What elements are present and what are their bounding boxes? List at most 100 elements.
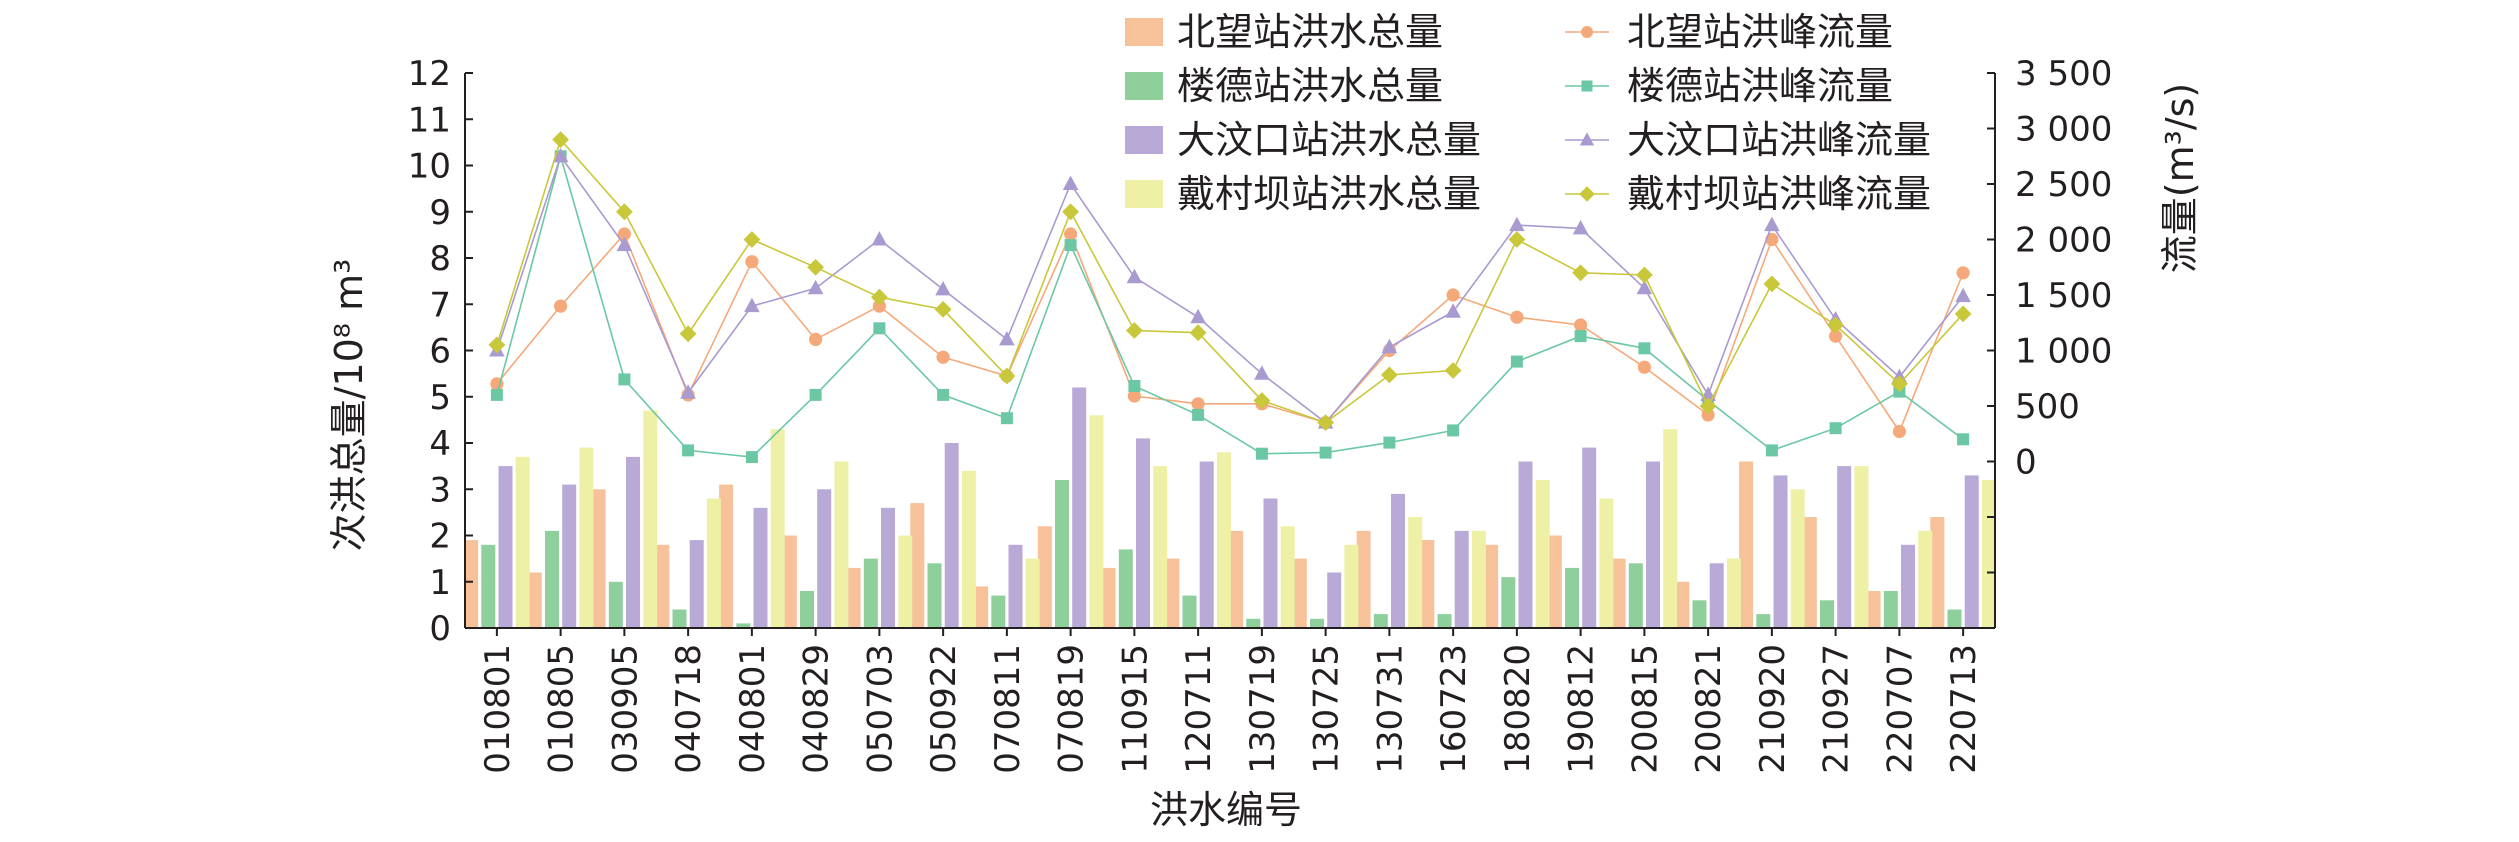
x-axis-ticks: 010801 010805 030905 040718 040801 040829 0507… <box>478 628 1984 774</box>
point-marker <box>1829 329 1843 343</box>
point-marker <box>552 147 569 163</box>
bar <box>834 461 849 628</box>
right-tick-label: 2 000 <box>2015 221 2112 261</box>
bar <box>1280 526 1295 629</box>
point-marker <box>1127 389 1141 403</box>
bar <box>1089 415 1104 629</box>
point-marker <box>1126 322 1143 339</box>
bars <box>464 387 1996 629</box>
point-marker <box>1445 303 1461 318</box>
x-tick-label: 160723 <box>1434 644 1474 774</box>
point-marker <box>999 331 1015 346</box>
point-marker <box>743 231 761 248</box>
point-marker <box>1580 25 1594 39</box>
bar <box>1628 563 1643 629</box>
bar <box>944 443 959 628</box>
bar <box>1947 609 1962 628</box>
bar <box>1518 461 1533 628</box>
legend-label: 楼德站洪水总量 <box>1177 64 1443 108</box>
point-marker <box>807 279 824 295</box>
point-marker <box>936 350 950 364</box>
right-tick-label: 500 <box>2015 387 2080 427</box>
x-tick-label: 190812 <box>1562 644 1602 774</box>
point-marker <box>1510 310 1524 324</box>
point-marker <box>809 388 822 401</box>
point-marker <box>872 299 887 313</box>
point-marker <box>1701 408 1715 422</box>
point-marker <box>1765 444 1778 457</box>
point-marker <box>1765 232 1779 247</box>
bar <box>562 484 577 628</box>
bar <box>1101 567 1116 628</box>
right-tick-label: 1 000 <box>2015 332 2112 372</box>
bar <box>753 507 768 629</box>
point-marker <box>1579 186 1595 202</box>
bar <box>1883 591 1898 628</box>
bar <box>1292 558 1307 628</box>
bar <box>1420 540 1435 628</box>
x-tick-label: 030905 <box>605 644 645 774</box>
bar <box>991 595 1006 628</box>
x-tick-label: 130731 <box>1370 644 1410 774</box>
bar <box>1408 517 1423 628</box>
x-tick-label: 040801 <box>733 644 773 774</box>
bar <box>1802 517 1817 628</box>
x-tick-label: 050922 <box>924 644 964 774</box>
bar <box>608 581 623 629</box>
legend-swatch <box>1125 126 1163 154</box>
x-axis-title: 洪水编号 <box>1150 788 1302 832</box>
point-marker <box>1509 216 1525 232</box>
bar <box>1739 461 1754 628</box>
bar <box>1837 466 1852 628</box>
point-marker <box>1956 266 1970 280</box>
bar <box>1675 581 1690 629</box>
bar <box>672 609 687 628</box>
bar <box>1153 466 1168 628</box>
series-line <box>496 231 1964 434</box>
point-marker <box>1892 424 1906 439</box>
left-tick-label: 0 <box>429 609 451 649</box>
point-marker <box>1572 264 1589 282</box>
x-tick-label: 200821 <box>1689 644 1729 774</box>
point-marker <box>1446 288 1460 302</box>
bar <box>1709 563 1724 629</box>
right-axis-title: 流量(m³/s) <box>2158 83 2202 274</box>
x-tick-label: 110915 <box>1115 644 1155 774</box>
peak-flow-lines <box>488 131 1972 464</box>
bar <box>1930 517 1945 628</box>
bar <box>736 623 751 628</box>
bar <box>1773 475 1788 628</box>
bar <box>643 410 658 628</box>
point-marker <box>871 231 888 246</box>
point-marker <box>1954 305 1972 323</box>
left-tick-label: 9 <box>429 193 451 233</box>
bar <box>545 530 559 628</box>
x-tick-label: 180820 <box>1498 644 1538 774</box>
bar <box>927 563 942 629</box>
point-marker <box>1510 355 1523 368</box>
bar <box>1182 595 1197 628</box>
bar <box>1964 475 1979 628</box>
series-line <box>496 153 1964 458</box>
point-marker <box>745 255 759 269</box>
point-marker <box>1064 239 1077 252</box>
x-tick-label: 220707 <box>1880 644 1920 774</box>
point-marker <box>1190 308 1206 324</box>
bar <box>1484 544 1499 629</box>
bar <box>1246 618 1261 629</box>
point-marker <box>935 281 951 296</box>
bar <box>1391 493 1405 628</box>
point-marker <box>680 384 696 399</box>
point-marker <box>807 258 824 276</box>
bar <box>910 503 925 628</box>
bar <box>1263 498 1278 628</box>
bar <box>1918 530 1933 628</box>
legend-label: 戴村坝站洪水总量 <box>1177 172 1481 216</box>
bar <box>1756 614 1771 628</box>
legend-label: 北望站洪峰流量 <box>1627 10 1893 54</box>
bar <box>498 466 513 628</box>
x-tick-label: 210927 <box>1817 644 1857 774</box>
legend-label: 大汶口站洪水总量 <box>1177 118 1481 162</box>
